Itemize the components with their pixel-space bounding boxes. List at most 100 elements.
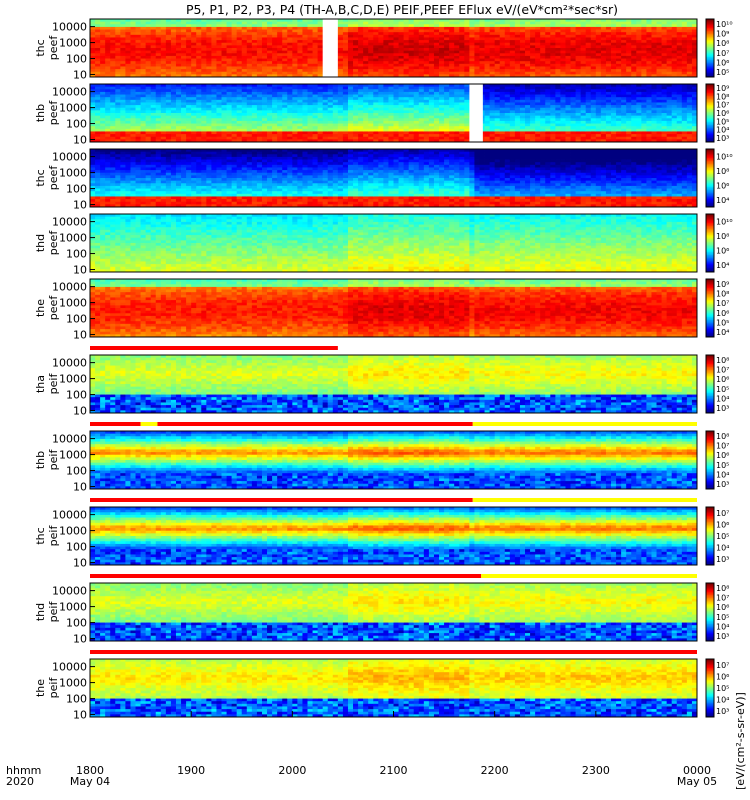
heatmap-cell [651, 40, 656, 43]
heatmap-cell [237, 30, 242, 33]
heatmap-cell [550, 69, 555, 72]
heatmap-cell [414, 108, 419, 111]
heatmap-cell [181, 53, 186, 56]
heatmap-cell [227, 27, 232, 30]
heatmap-cell [621, 66, 626, 69]
heatmap-cell [500, 43, 505, 46]
heatmap-cell [252, 108, 257, 111]
heatmap-cell [368, 137, 373, 140]
heatmap-cell [201, 30, 206, 33]
heatmap-cell [267, 24, 272, 27]
heatmap-cell [651, 59, 656, 62]
heatmap-cell [677, 72, 682, 75]
heatmap-cell [151, 69, 156, 72]
heatmap-cell [424, 27, 429, 30]
heatmap-cell [525, 137, 530, 140]
heatmap-cell [560, 137, 565, 140]
heatmap-cell [419, 64, 424, 67]
heatmap-cell [469, 32, 474, 35]
heatmap-cell [636, 45, 641, 48]
heatmap-cell [550, 129, 555, 132]
heatmap-cell [308, 116, 313, 119]
heatmap-cell [373, 53, 378, 56]
heatmap-cell [267, 72, 272, 75]
heatmap-cell [237, 131, 242, 134]
heatmap-cell [464, 24, 469, 27]
heatmap-cell [211, 56, 216, 59]
heatmap-cell [141, 110, 146, 113]
heatmap-cell [328, 105, 333, 108]
heatmap-cell [525, 97, 530, 100]
heatmap-cell [136, 121, 141, 124]
heatmap-cell [242, 27, 247, 30]
heatmap-cell [439, 64, 444, 67]
heatmap-cell [196, 45, 201, 48]
heatmap-cell [409, 89, 414, 92]
heatmap-cell [287, 37, 292, 40]
heatmap-cell [237, 32, 242, 35]
heatmap-cell [328, 108, 333, 111]
heatmap-cell [186, 100, 191, 103]
heatmap-cell [287, 30, 292, 33]
heatmap-cell [424, 72, 429, 75]
heatmap-cell [120, 131, 125, 134]
heatmap-cell [535, 124, 540, 127]
heatmap-cell [191, 61, 196, 64]
heatmap-cell [439, 32, 444, 35]
heatmap-cell [272, 69, 277, 72]
heatmap-cell [358, 131, 363, 134]
heatmap-cell [222, 64, 227, 67]
heatmap-cell [216, 22, 221, 25]
heatmap-cell [206, 89, 211, 92]
heatmap-cell [216, 129, 221, 132]
heatmap-cell [414, 105, 419, 108]
heatmap-cell [176, 105, 181, 108]
heatmap-cell [545, 89, 550, 92]
heatmap-cell [459, 105, 464, 108]
heatmap-cell [232, 87, 237, 90]
heatmap-cell [459, 87, 464, 90]
heatmap-cell [282, 37, 287, 40]
heatmap-cell [282, 59, 287, 62]
heatmap-cell [105, 43, 110, 46]
heatmap-cell [520, 66, 525, 69]
heatmap-cell [353, 137, 358, 140]
heatmap-cell [586, 121, 591, 124]
heatmap-cell [454, 95, 459, 98]
heatmap-cell [581, 89, 586, 92]
heatmap-cell [95, 105, 100, 108]
heatmap-cell [201, 43, 206, 46]
heatmap-cell [409, 56, 414, 59]
heatmap-cell [530, 131, 535, 134]
heatmap-cell [474, 40, 479, 43]
heatmap-cell [657, 37, 662, 40]
heatmap-cell [363, 126, 368, 129]
heatmap-cell [419, 113, 424, 116]
heatmap-cell [237, 51, 242, 54]
heatmap-cell [151, 95, 156, 98]
heatmap-cell [302, 105, 307, 108]
heatmap-cell [222, 100, 227, 103]
heatmap-cell [252, 40, 257, 43]
heatmap-cell [636, 64, 641, 67]
heatmap-cell [95, 27, 100, 30]
heatmap-cell [469, 51, 474, 54]
heatmap-cell [581, 30, 586, 33]
heatmap-cell [176, 30, 181, 33]
heatmap-cell [404, 95, 409, 98]
heatmap-cell [151, 45, 156, 48]
heatmap-cell [191, 100, 196, 103]
heatmap-cell [586, 89, 591, 92]
heatmap-cell [591, 22, 596, 25]
heatmap-cell [186, 53, 191, 56]
heatmap-cell [646, 53, 651, 56]
heatmap-cell [120, 32, 125, 35]
heatmap-cell [181, 97, 186, 100]
heatmap-cell [120, 124, 125, 127]
heatmap-cell [90, 131, 95, 134]
heatmap-cell [586, 69, 591, 72]
heatmap-cell [444, 22, 449, 25]
heatmap-cell [545, 43, 550, 46]
heatmap-cell [308, 97, 313, 100]
heatmap-cell [383, 118, 388, 121]
